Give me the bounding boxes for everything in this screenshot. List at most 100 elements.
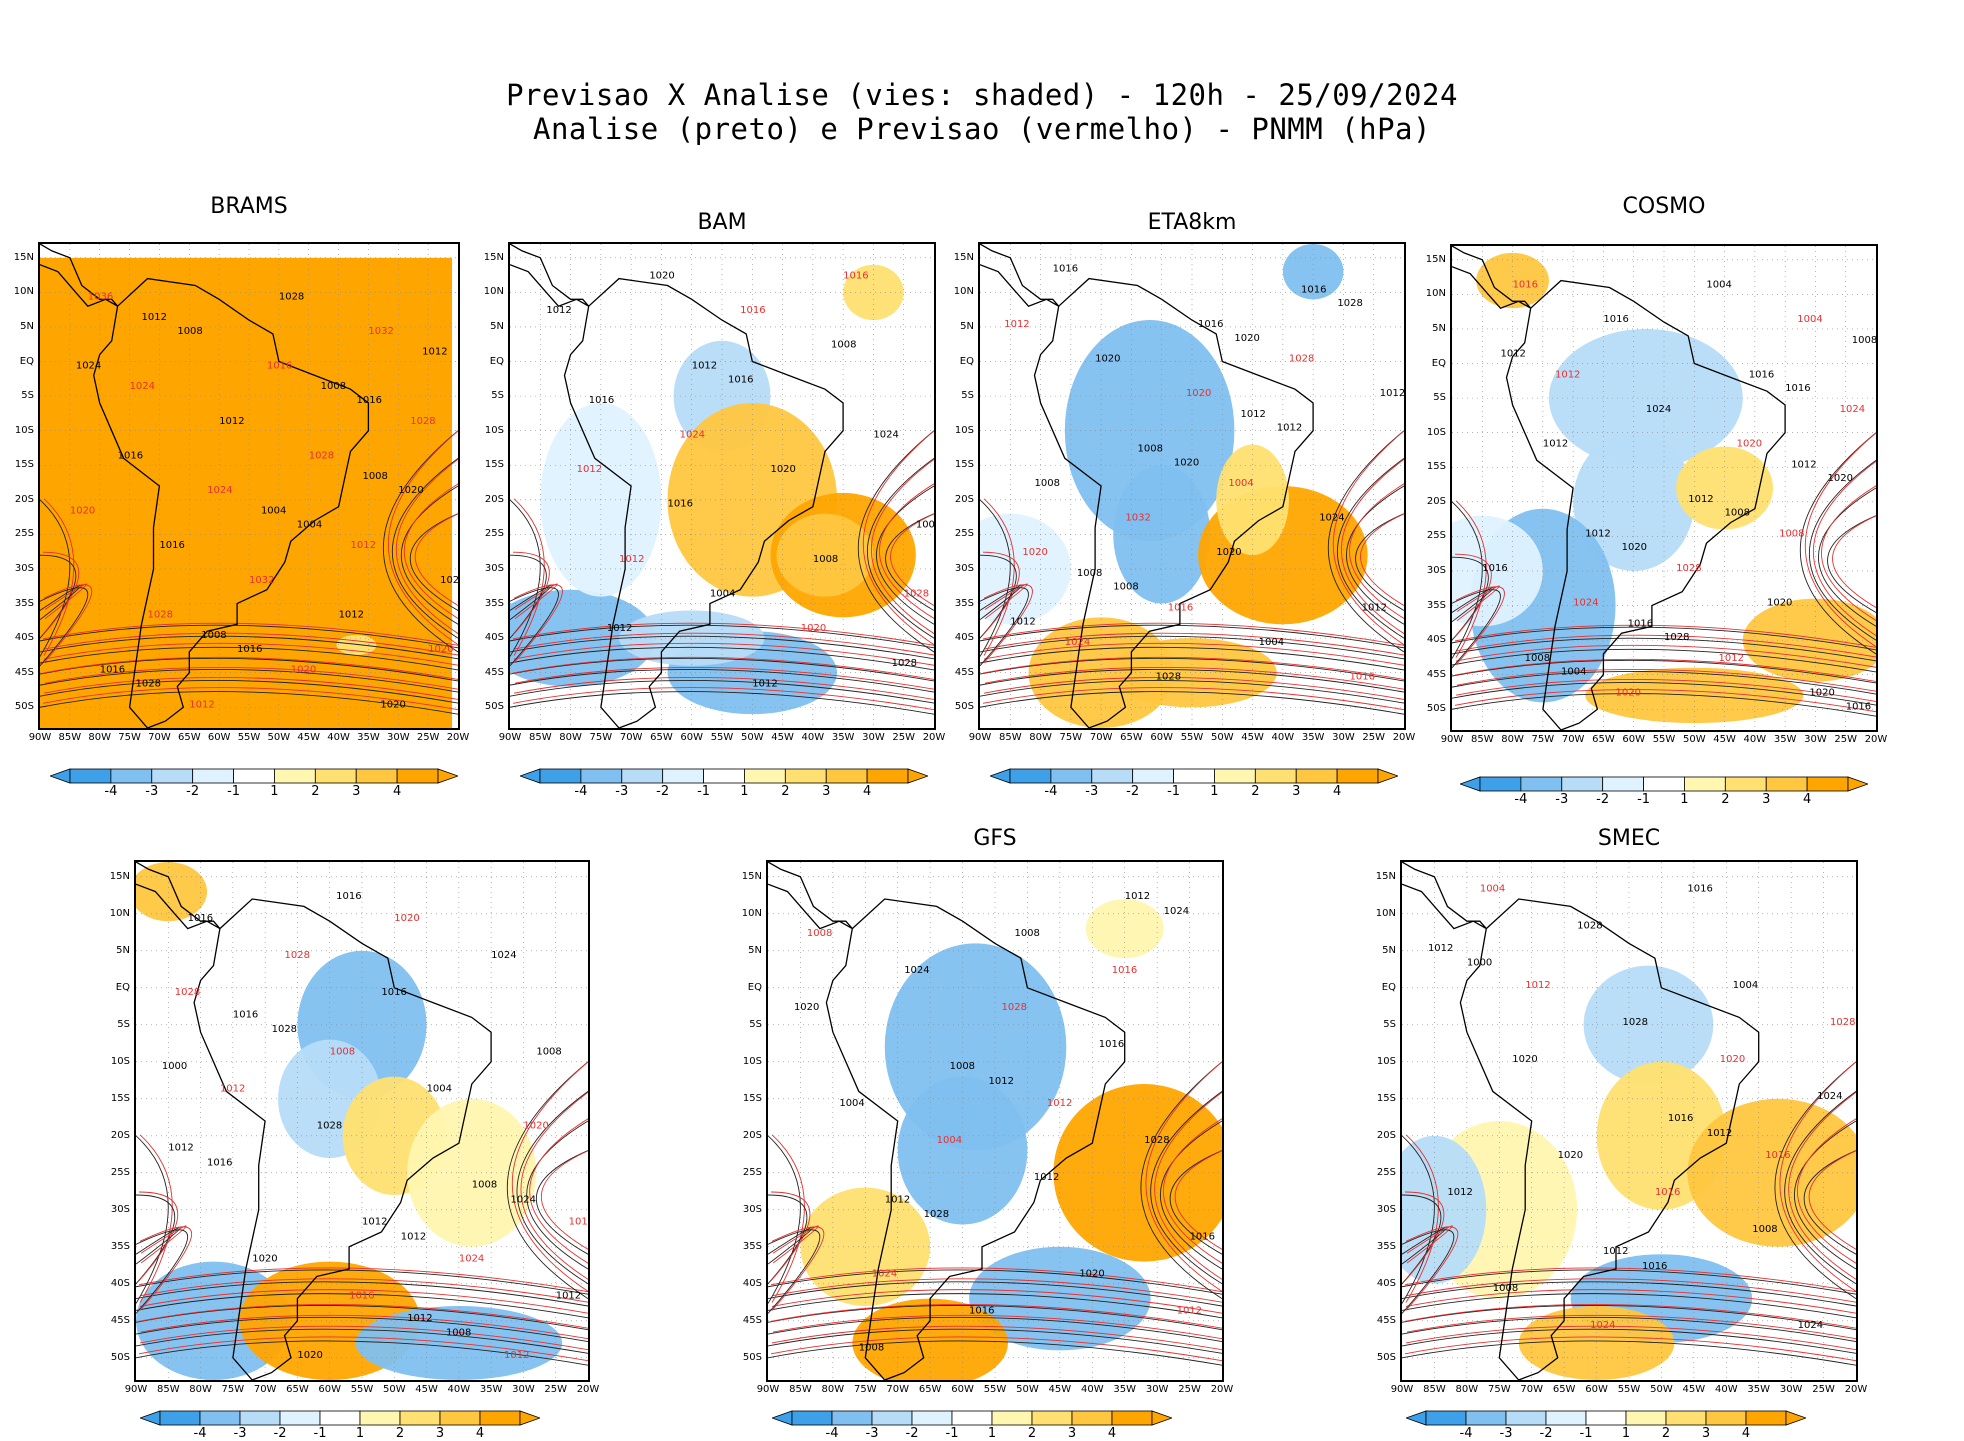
lon-tick-label: 20W — [1861, 734, 1891, 745]
colorbar-swatch — [1296, 769, 1337, 783]
colorbar-label: 2 — [1243, 784, 1267, 799]
colorbar-swatch — [234, 769, 275, 783]
isobar-label-analysis: 1012 — [1707, 1128, 1732, 1139]
isobar-label-analysis: 1020 — [1512, 1054, 1537, 1065]
colorbar-swatch — [1214, 769, 1255, 783]
lon-tick-label: 35W — [476, 1384, 506, 1395]
isobar-label-forecast: 1016 — [1349, 672, 1374, 683]
coastline-central-america — [980, 244, 1059, 306]
isobar-label-analysis: 1028 — [1144, 1135, 1169, 1146]
lat-tick-label: EQ — [736, 982, 762, 993]
isobar-label-forecast: 1020 — [1616, 687, 1641, 698]
isobar-label-analysis: 1012 — [1688, 494, 1713, 505]
isobar-label-forecast: 1008 — [807, 928, 832, 939]
isobar-label-forecast: 1028 — [147, 609, 172, 620]
colorbar-swatch — [1807, 777, 1848, 791]
lat-tick-label: 5S — [104, 1019, 130, 1030]
colorbar-arrow-right — [1848, 777, 1868, 791]
lat-tick-label: 35S — [8, 598, 34, 609]
colorbar-swatch — [160, 1411, 200, 1425]
isobar-label-analysis: 1008 — [813, 554, 838, 565]
colorbar-label: -2 — [1121, 784, 1145, 799]
lat-tick-label: 25S — [478, 528, 504, 539]
colorbar-swatch — [1032, 1411, 1072, 1425]
isobar-label-analysis: 1012 — [1277, 423, 1302, 434]
isobar-label-analysis: 1016 — [381, 987, 406, 998]
lon-tick-label: 70W — [616, 732, 646, 743]
map-frame: 1012 1008 1016 1008 1012 1016 1008 1004 1020 1024… — [978, 242, 1406, 730]
lat-tick-label: 5S — [478, 390, 504, 401]
lon-tick-label: 80W — [1498, 734, 1528, 745]
lon-tick-label: 55W — [707, 732, 737, 743]
lon-tick-label: 30W — [858, 732, 888, 743]
colorbar-swatch — [744, 769, 785, 783]
isobar-label-analysis: 1012 — [339, 609, 364, 620]
lat-tick-label: 45S — [8, 667, 34, 678]
isobar-label-analysis: 1024 — [76, 360, 101, 371]
coastline-central-america — [1402, 862, 1486, 929]
lon-tick-label: 25W — [413, 732, 443, 743]
isobar-label-forecast: 1008 — [1779, 528, 1804, 539]
isobar-label-analysis: 1020 — [380, 699, 405, 710]
map-svg: 1012100810081012100410161008101610201012… — [40, 244, 458, 728]
lat-tick-label: 30S — [478, 563, 504, 574]
colorbar-swatch — [832, 1411, 872, 1425]
lon-tick-label: 85W — [1419, 1384, 1449, 1395]
lat-tick-label: 40S — [1420, 634, 1446, 645]
lon-tick-label: 40W — [1740, 734, 1770, 745]
isobar-label-analysis: 1020 — [1079, 1268, 1104, 1279]
isobar-label-analysis: 1012 — [1010, 616, 1035, 627]
lat-tick-label: 40S — [736, 1278, 762, 1289]
lat-tick-label: 20S — [1370, 1130, 1396, 1141]
lat-tick-label: 10N — [8, 286, 34, 297]
map-svg: 1012100810161008101210161008100410201024… — [980, 244, 1404, 728]
colorbar-swatch — [1466, 1411, 1506, 1425]
isobar-label-analysis: 1016 — [100, 665, 125, 676]
lat-tick-label: 25S — [948, 528, 974, 539]
lon-tick-label: 90W — [1387, 1384, 1417, 1395]
lat-tick-label: 50S — [104, 1352, 130, 1363]
isobar-label-analysis: 1028 — [924, 1209, 949, 1220]
panel-title: SMEC — [1400, 826, 1858, 851]
lon-tick-label: 30W — [1142, 1384, 1172, 1395]
isobar-label-analysis: 1008 — [859, 1342, 884, 1353]
colorbar-swatch — [1684, 777, 1725, 791]
colorbar-label: 4 — [468, 1426, 492, 1441]
isobar-label-analysis: 1016 — [118, 450, 143, 461]
isobar-label-analysis: 1028 — [892, 658, 917, 669]
isobar-label-analysis: 1004 — [710, 589, 735, 600]
colorbar-swatch — [704, 769, 745, 783]
colorbar-swatch — [867, 769, 908, 783]
isobar-label-analysis: 1016 — [1668, 1113, 1693, 1124]
lon-tick-label: 40W — [1711, 1384, 1741, 1395]
colorbar-swatch — [1010, 769, 1051, 783]
lon-tick-label: 35W — [353, 732, 383, 743]
isobar-label-forecast: 1032 — [249, 575, 274, 586]
lat-tick-label: 20S — [736, 1130, 762, 1141]
colorbar-label: 3 — [1284, 784, 1308, 799]
isobar-label-forecast: 1020 — [1737, 439, 1762, 450]
isobar-label-forecast: 1012 — [1525, 980, 1550, 991]
lon-tick-label: 70W — [250, 1384, 280, 1395]
isobar-label-analysis: 1020 — [1174, 457, 1199, 468]
lat-tick-label: 5N — [104, 945, 130, 956]
lon-tick-label: 80W — [556, 732, 586, 743]
isobar-label-forecast: 1036 — [88, 291, 113, 302]
lon-tick-label: 35W — [1298, 732, 1328, 743]
lat-tick-label: 20S — [478, 494, 504, 505]
colorbar-label: -3 — [610, 784, 634, 799]
lon-tick-label: 55W — [980, 1384, 1010, 1395]
isobar-label-analysis: 1016 — [336, 891, 361, 902]
colorbar-swatch — [200, 1411, 240, 1425]
map-frame: 1012100810121016100810201024100410121020… — [508, 242, 936, 730]
isobar-label-analysis: 1008 — [1113, 582, 1138, 593]
isobar-label-analysis: 1012 — [1125, 891, 1150, 902]
isobar-label-forecast: 1020 — [291, 665, 316, 676]
isobar-label-analysis: 1020 — [1095, 354, 1120, 365]
lon-tick-label: 40W — [1268, 732, 1298, 743]
isobar-label-analysis: 1004 — [1733, 980, 1758, 991]
lon-tick-label: 20W — [1389, 732, 1419, 743]
colorbar-swatch — [1562, 777, 1603, 791]
isobar-analysis — [136, 1227, 181, 1264]
lat-tick-label: 20S — [948, 494, 974, 505]
